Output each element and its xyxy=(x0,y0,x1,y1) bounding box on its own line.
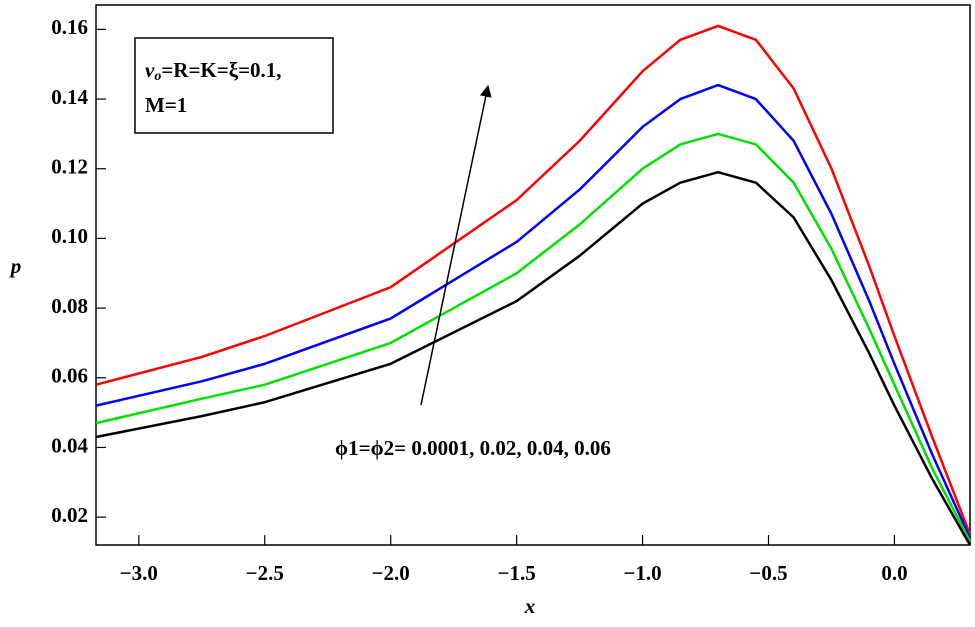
x-tick-label: −2.0 xyxy=(372,561,410,585)
y-axis-label: p xyxy=(9,254,22,278)
box-sub: o xyxy=(154,69,161,84)
series-line xyxy=(95,170,972,546)
x-tick-label: 0.0 xyxy=(881,561,907,585)
plot-frame xyxy=(95,4,971,546)
box-line2: M=1 xyxy=(145,93,187,117)
x-tick-label: −0.5 xyxy=(749,561,787,585)
series-line xyxy=(95,24,972,535)
box-line1: vo=R=K=ξ=0.1, xyxy=(145,58,282,84)
y-tick-label: 0.04 xyxy=(51,433,88,457)
box-var: v xyxy=(145,58,155,82)
y-tick-label: 0.12 xyxy=(51,155,88,179)
y-tick-label: 0.08 xyxy=(51,294,88,318)
x-tick-label: −3.0 xyxy=(120,561,158,585)
y-tick-label: 0.16 xyxy=(51,15,88,39)
x-tick-label: −1.0 xyxy=(623,561,661,585)
series-line xyxy=(95,132,972,543)
y-tick-label: 0.06 xyxy=(51,364,88,388)
y-tick-label: 0.14 xyxy=(51,85,88,109)
series-line xyxy=(95,83,972,539)
x-tick-label: −2.5 xyxy=(246,561,284,585)
x-axis-label: x xyxy=(524,594,536,618)
x-tick-label: −1.5 xyxy=(498,561,536,585)
box-rest: =R=K=ξ=0.1, xyxy=(161,58,281,82)
y-tick-label: 0.02 xyxy=(51,503,88,527)
annotation-box xyxy=(134,37,334,134)
y-tick-label: 0.10 xyxy=(51,224,88,248)
arrow-label: ϕ1=ϕ2= 0.0001, 0.02, 0.04, 0.06 xyxy=(335,436,611,460)
arrow xyxy=(420,84,492,406)
